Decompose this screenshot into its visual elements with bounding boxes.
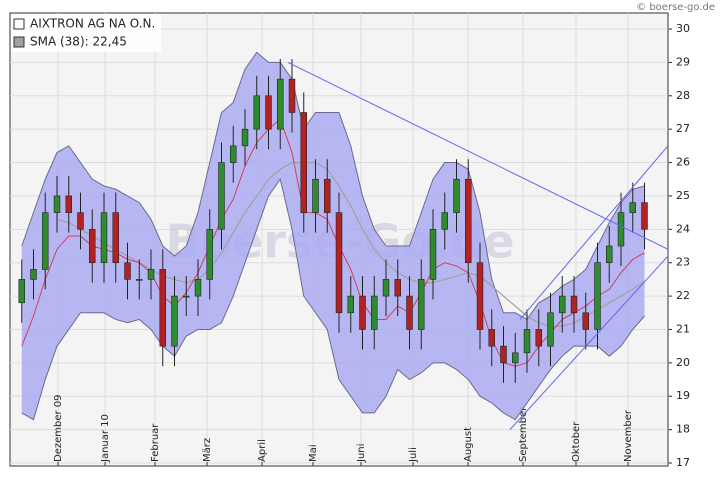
trendline	[287, 61, 669, 250]
source: © boerse-go.de	[636, 2, 715, 13]
candle-body	[347, 295, 354, 314]
candle-body	[535, 329, 542, 347]
candle-body	[559, 295, 566, 314]
candle-body	[112, 212, 119, 264]
y-tick-label: 25	[676, 189, 690, 202]
y-tick-label: 21	[676, 322, 690, 335]
candle-body	[382, 279, 390, 297]
x-tick-label: Oktober	[571, 421, 582, 462]
candle-body	[53, 195, 61, 213]
legend-swatch	[13, 18, 25, 30]
candle-body	[570, 295, 578, 314]
candle-body	[288, 78, 296, 113]
y-tick-label: 17	[676, 456, 690, 469]
candle-body	[359, 295, 366, 330]
candle-body	[523, 329, 531, 354]
trendline	[519, 145, 669, 320]
candle-body	[171, 295, 178, 347]
x-tick-label: April	[257, 439, 268, 462]
candle-body	[406, 295, 413, 330]
candle-body	[159, 269, 166, 347]
x-tick-label: September	[518, 406, 529, 462]
candle-body	[476, 262, 484, 330]
candle-body	[500, 345, 507, 364]
candle-body	[453, 178, 460, 213]
candle-body	[147, 269, 155, 280]
y-tick-label: 23	[676, 256, 690, 269]
candle-body	[324, 178, 331, 213]
layer: 17 18 19 20 21 22 23 24 25 26 27 28 29 30 Dezember 09 J…	[10, 13, 690, 469]
candle-body	[206, 229, 213, 280]
candle-body	[100, 212, 108, 264]
x-tick-label: Juli	[408, 447, 419, 463]
candle-body	[441, 212, 448, 230]
candle-body	[418, 279, 425, 330]
candle-body	[617, 212, 625, 247]
candle-body	[629, 202, 636, 213]
candle-body	[183, 295, 190, 298]
x-tick-label: Mai	[308, 444, 319, 462]
candle-body	[30, 269, 37, 280]
candle-body	[230, 145, 237, 163]
candle-body	[89, 229, 96, 264]
y-tick-label: 28	[676, 89, 690, 102]
x-tick-label: Februar	[150, 423, 161, 462]
candle-body	[241, 128, 249, 147]
candle-body	[18, 279, 25, 304]
candle-body	[465, 178, 472, 264]
candle-body	[547, 312, 554, 347]
band-upper	[21, 51, 645, 321]
candle-body	[277, 78, 284, 130]
candle-body	[194, 279, 202, 297]
candle-body	[136, 279, 143, 281]
x-tick-label: Juni	[356, 444, 367, 463]
band-lower	[21, 178, 645, 421]
candle-body	[512, 352, 519, 364]
legend-label: SMA (38): 22,45	[30, 35, 127, 49]
candle-body	[65, 195, 72, 213]
candle-body	[253, 95, 260, 130]
trendline	[509, 255, 669, 430]
candle-body	[582, 312, 589, 330]
legend-swatch	[13, 36, 25, 48]
y-tick-label: 29	[676, 55, 690, 68]
y-tick-label: 24	[676, 222, 690, 235]
candle-body	[429, 229, 437, 280]
candle-body	[300, 112, 307, 213]
candle-body	[312, 178, 319, 213]
candle-body	[335, 212, 343, 314]
x-tick-label: Januar 10	[100, 414, 111, 463]
y-tick-label: 30	[676, 22, 690, 35]
candle-body	[218, 162, 225, 230]
y-tick-label: 22	[676, 289, 690, 302]
candle-body	[594, 262, 601, 330]
candle-body	[606, 245, 613, 264]
legend-label: AIXTRON AG NA O.N.	[30, 17, 155, 31]
x-tick-label: August	[463, 427, 474, 462]
candle-body	[394, 279, 401, 297]
y-tick-label: 26	[676, 156, 690, 169]
y-tick-label: 19	[676, 389, 690, 402]
y-tick-label: 20	[676, 356, 690, 369]
candle-body	[641, 202, 648, 230]
legend-box	[11, 14, 161, 52]
y-tick-label: 27	[676, 122, 690, 135]
sma-line	[56, 161, 645, 327]
x-tick-label: März	[202, 438, 213, 462]
candle-body	[488, 329, 495, 347]
candle-body	[124, 262, 131, 280]
x-tick-label: November	[623, 409, 634, 462]
y-tick-label: 18	[676, 423, 690, 436]
candle-body	[42, 212, 49, 270]
candle-body	[265, 95, 272, 130]
candle-body	[371, 295, 378, 330]
x-tick-label: Dezember 09	[53, 394, 64, 462]
candle-body	[77, 212, 84, 230]
